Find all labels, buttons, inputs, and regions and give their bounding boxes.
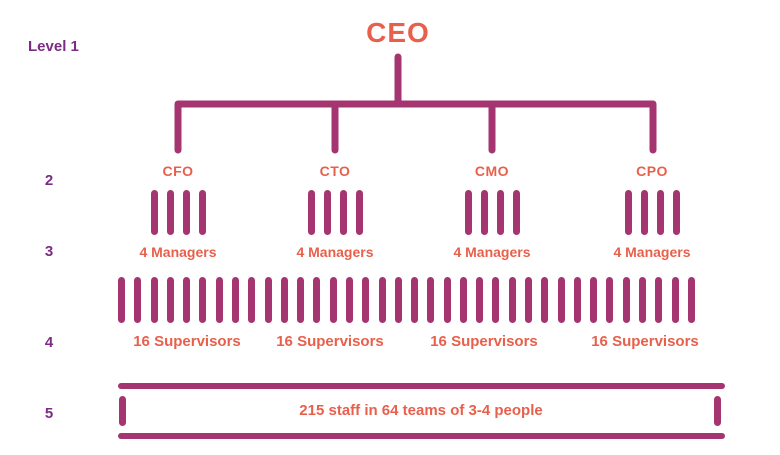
manager-ticks-group (587, 190, 717, 235)
supervisors-count-label: 16 Supervisors (276, 333, 384, 350)
person-tick (198, 190, 206, 235)
person-tick (307, 190, 315, 235)
person-tick (590, 277, 598, 323)
person-tick (411, 277, 419, 323)
person-tick (215, 277, 223, 323)
person-tick (183, 277, 191, 323)
manager-ticks-group (113, 190, 243, 235)
person-tick (480, 190, 488, 235)
person-tick (182, 190, 190, 235)
person-tick (264, 277, 272, 323)
staff-band-right-tick (714, 396, 721, 426)
staff-band-bottom-line (118, 433, 725, 439)
person-tick (640, 190, 648, 235)
person-tick (573, 277, 581, 323)
person-tick (166, 277, 174, 323)
exec-title: CMO (474, 163, 510, 179)
level-1-label: Level 1 (28, 38, 79, 55)
person-tick (557, 277, 565, 323)
person-tick (492, 277, 500, 323)
level-2-label: 2 (44, 172, 54, 189)
person-tick (313, 277, 321, 323)
person-tick (355, 190, 363, 235)
person-tick (150, 190, 158, 235)
person-tick (443, 277, 451, 323)
person-tick (541, 277, 549, 323)
person-tick (512, 190, 520, 235)
manager-ticks-group (427, 190, 557, 235)
person-tick (394, 277, 402, 323)
person-tick (280, 277, 288, 323)
supervisors-count-label: 16 Supervisors (133, 333, 241, 350)
person-tick (496, 190, 504, 235)
ceo-node-title: CEO (366, 17, 430, 48)
person-tick (362, 277, 370, 323)
person-tick (329, 277, 337, 323)
person-tick (231, 277, 239, 323)
person-tick (248, 277, 256, 323)
person-tick (427, 277, 435, 323)
exec-title: CPO (636, 163, 668, 179)
person-tick (464, 190, 472, 235)
person-tick (508, 277, 516, 323)
person-tick (525, 277, 533, 323)
supervisors-count-label: 16 Supervisors (430, 333, 538, 350)
level-3-label: 3 (44, 243, 54, 260)
person-tick (687, 277, 695, 323)
person-tick (118, 277, 125, 323)
managers-count-label: 4 Managers (296, 244, 374, 260)
manager-ticks-group (270, 190, 400, 235)
managers-count-label: 4 Managers (139, 244, 217, 260)
level-4-label: 4 (44, 334, 54, 351)
person-tick (476, 277, 484, 323)
person-tick (150, 277, 158, 323)
person-tick (339, 190, 347, 235)
person-tick (656, 190, 664, 235)
person-tick (459, 277, 467, 323)
person-tick (672, 190, 680, 235)
person-tick (199, 277, 207, 323)
staff-band-left-tick (119, 396, 126, 426)
person-tick (166, 190, 174, 235)
level-5-label: 5 (44, 405, 54, 422)
person-tick (345, 277, 353, 323)
staff-band-label: 215 staff in 64 teams of 3-4 people (299, 402, 543, 419)
executives-bracket-line (174, 100, 657, 154)
person-tick (606, 277, 614, 323)
person-tick (655, 277, 663, 323)
person-tick (624, 190, 632, 235)
person-tick (622, 277, 630, 323)
supervisor-ticks-row (118, 277, 695, 323)
person-tick (134, 277, 142, 323)
managers-count-label: 4 Managers (613, 244, 691, 260)
person-tick (297, 277, 305, 323)
person-tick (378, 277, 386, 323)
supervisors-count-label: 16 Supervisors (591, 333, 699, 350)
person-tick (323, 190, 331, 235)
exec-title: CFO (162, 163, 194, 179)
exec-title: CTO (319, 163, 351, 179)
person-tick (671, 277, 679, 323)
managers-count-label: 4 Managers (453, 244, 531, 260)
person-tick (639, 277, 646, 323)
staff-band-top-line (118, 383, 725, 389)
